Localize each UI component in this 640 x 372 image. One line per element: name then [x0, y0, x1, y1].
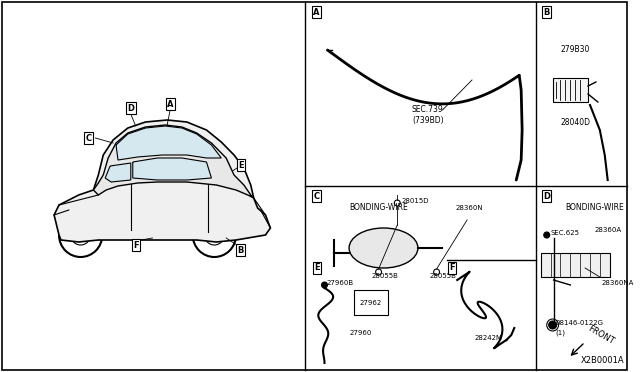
FancyBboxPatch shape	[541, 253, 610, 277]
Text: BONDING-WIRE: BONDING-WIRE	[565, 203, 624, 212]
Text: FRONT: FRONT	[586, 324, 616, 346]
Text: C: C	[314, 192, 320, 201]
Circle shape	[548, 321, 557, 329]
PathPatch shape	[54, 120, 271, 242]
PathPatch shape	[132, 158, 211, 180]
Text: F: F	[449, 263, 455, 273]
Circle shape	[321, 282, 328, 288]
Text: 08146-0122G: 08146-0122G	[556, 320, 604, 326]
Text: 28360N: 28360N	[455, 205, 483, 211]
PathPatch shape	[93, 125, 253, 198]
Text: 27960: 27960	[349, 330, 371, 336]
Text: A: A	[314, 7, 320, 16]
Text: C: C	[85, 134, 92, 142]
FancyBboxPatch shape	[2, 2, 627, 370]
Text: D: D	[543, 192, 550, 201]
Text: D: D	[127, 103, 134, 112]
Text: 28360A: 28360A	[595, 227, 622, 233]
Text: 28055B: 28055B	[429, 273, 456, 279]
Text: BONDING-WIRE: BONDING-WIRE	[349, 203, 408, 212]
Text: F: F	[133, 241, 138, 250]
PathPatch shape	[116, 126, 221, 160]
Text: E: E	[314, 263, 319, 273]
Text: SEC.625: SEC.625	[550, 230, 580, 236]
Text: B: B	[237, 246, 244, 254]
Text: 28242M: 28242M	[475, 335, 502, 341]
FancyBboxPatch shape	[552, 78, 588, 102]
Text: A: A	[167, 99, 173, 109]
Text: 28360NA: 28360NA	[602, 280, 634, 286]
FancyBboxPatch shape	[354, 290, 388, 315]
Text: X2B0001A: X2B0001A	[580, 356, 625, 365]
Text: 27960B: 27960B	[326, 280, 353, 286]
Text: 27962: 27962	[360, 300, 382, 306]
PathPatch shape	[105, 163, 131, 182]
Text: SEC.739
(739BD): SEC.739 (739BD)	[412, 105, 444, 125]
Text: 279B30: 279B30	[561, 45, 590, 54]
Text: 28055B: 28055B	[372, 273, 399, 279]
Text: 28015D: 28015D	[401, 198, 429, 204]
Text: (1): (1)	[556, 330, 566, 337]
Text: E: E	[238, 160, 244, 170]
Circle shape	[544, 232, 550, 238]
Ellipse shape	[349, 228, 418, 268]
Text: B: B	[543, 7, 550, 16]
Text: 28040D: 28040D	[560, 118, 590, 127]
